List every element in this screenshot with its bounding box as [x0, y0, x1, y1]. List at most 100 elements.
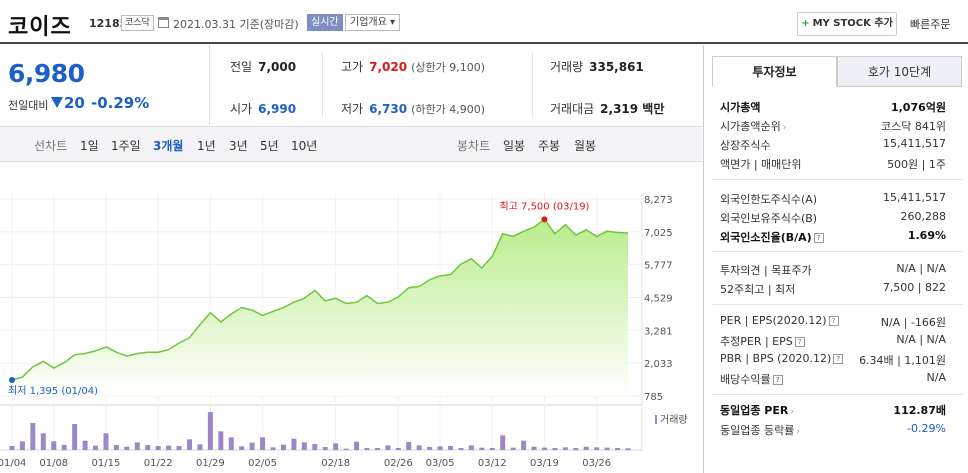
- tab-order-book[interactable]: 호가 10단계: [837, 56, 962, 87]
- volume-legend: 거래량: [660, 414, 688, 426]
- help-icon[interactable]: ?: [828, 316, 839, 326]
- volume-bar: [260, 437, 266, 450]
- tab-5y[interactable]: 5년: [260, 139, 279, 153]
- stat-open: 시가 6,990: [230, 102, 297, 116]
- stock-name: 코이즈: [8, 15, 72, 40]
- tab-monthly-candle[interactable]: 월봉: [574, 139, 597, 153]
- volume-bar: [406, 442, 412, 450]
- calendar-icon: [158, 17, 169, 28]
- volume-bar: [573, 448, 579, 450]
- volume-bar: [291, 438, 297, 450]
- tab-3y[interactable]: 3년: [229, 139, 248, 153]
- volume-bar: [322, 447, 328, 450]
- candle-chart-label: 봉차트: [457, 139, 491, 153]
- market-badge: 코스닥: [121, 15, 154, 31]
- foreign-ratio-row: 외국인소진율(B/A)? 1.69%: [720, 229, 946, 244]
- low-label: 최저 1,395 (01/04): [8, 385, 98, 397]
- tab-weekly-candle[interactable]: 주봉: [538, 139, 561, 153]
- volume-bar: [562, 447, 568, 450]
- price-stats: 전일 7,000 고가 7,020 (상한가 9,100) 거래량 335,861 시가…: [210, 45, 702, 125]
- per-eps-row: PER | EPS(2020.12)? N/A | -166원: [720, 314, 946, 329]
- tab-10y[interactable]: 10년: [291, 139, 318, 153]
- x-tick-label: 03/26: [582, 458, 611, 469]
- change-percent: -0.29%: [91, 94, 150, 112]
- x-tick-label: 01/04: [0, 458, 26, 469]
- x-tick-label: 01/15: [92, 458, 121, 469]
- shares-row: 상장주식수 15,411,517: [720, 137, 946, 152]
- volume-bar: [625, 448, 631, 450]
- stat-high: 고가 7,020 (상한가 9,100): [341, 60, 485, 74]
- help-icon[interactable]: ?: [794, 337, 805, 347]
- y-tick-label: 7,025: [644, 228, 673, 239]
- x-tick-label: 03/19: [530, 458, 559, 469]
- volume-bar: [312, 444, 318, 450]
- volume-bar: [416, 445, 422, 450]
- stat-low: 저가 6,730 (하한가 4,900): [341, 102, 485, 116]
- volume-bar: [166, 445, 172, 450]
- volume-bar: [364, 448, 370, 450]
- y-tick-label: 8,273: [644, 195, 673, 206]
- as-of-date: 2021.03.31 기준(장마감): [173, 18, 299, 31]
- tab-3m[interactable]: 3개월: [153, 139, 184, 153]
- tab-1d[interactable]: 1일: [80, 139, 99, 153]
- divider: [712, 304, 963, 305]
- divider: [712, 251, 963, 252]
- face-value-row: 액면가 | 매매단위 500원 | 1주: [720, 158, 946, 171]
- volume-bar: [615, 448, 621, 450]
- high-label: 최고 7,500 (03/19): [499, 200, 589, 212]
- divider: [322, 53, 323, 117]
- volume-bar: [249, 442, 255, 450]
- chevron-right-icon: ›: [782, 123, 787, 133]
- volume-bar: [343, 448, 349, 450]
- volume-bar: [280, 444, 286, 450]
- price-chart[interactable]: 8,273 7,025 5,777 4,529 3,281 2,033 785 01/04 01…: [0, 163, 702, 473]
- quick-order-link[interactable]: 빠른주문: [910, 18, 951, 31]
- volume-bar: [510, 447, 516, 450]
- volume-bar: [531, 446, 537, 450]
- volume-legend-swatch: [655, 415, 657, 424]
- x-tick-label: 02/18: [321, 458, 350, 469]
- volume-bar: [113, 445, 119, 450]
- chart-period-tabs: 선차트 1일 1주일 3개월 1년 3년 5년 10년 봉차트 일봉 주봉 월봉: [0, 126, 702, 162]
- volume-bar: [30, 423, 36, 450]
- volume-bar: [9, 446, 15, 450]
- stock-header: 코이즈 121850 코스닥 2021.03.31 기준(장마감) 실시간 기업…: [0, 0, 968, 44]
- volume-bar: [374, 448, 380, 450]
- volume-bar: [427, 447, 433, 450]
- volume-bar: [218, 431, 224, 450]
- volume-bar: [552, 448, 558, 450]
- chevron-down-icon: ▾: [390, 17, 396, 28]
- market-cap-row: 시가총액 1,076억원: [720, 101, 946, 114]
- foreign-limit-row: 외국인한도주식수(A) 15,411,517: [720, 191, 946, 206]
- tab-1w[interactable]: 1주일: [111, 139, 141, 153]
- volume-bar: [239, 446, 245, 450]
- company-summary-dropdown[interactable]: 기업개요 ▾: [345, 14, 401, 31]
- low-point: [9, 376, 15, 383]
- volume-bar: [103, 433, 109, 450]
- help-icon[interactable]: ?: [833, 354, 844, 364]
- tab-1y[interactable]: 1년: [197, 139, 216, 153]
- volume-bar: [134, 442, 140, 450]
- volume-bar: [468, 445, 474, 450]
- realtime-button[interactable]: 실시간: [307, 14, 343, 31]
- stat-amount: 거래대금 2,319 백만: [550, 102, 665, 116]
- volume-bar: [333, 443, 339, 450]
- volume-bar: [448, 446, 454, 450]
- volume-bar: [500, 435, 506, 450]
- volume-bar: [19, 441, 25, 450]
- volume-bar: [354, 441, 360, 450]
- y-tick-label: 3,281: [644, 326, 673, 337]
- tab-investment-info[interactable]: 투자정보: [712, 56, 837, 87]
- volume-bar: [604, 447, 610, 450]
- add-my-stock-button[interactable]: + MY STOCK 추가: [797, 12, 897, 36]
- change-value: 20: [64, 94, 85, 112]
- y-tick-label: 5,777: [644, 261, 673, 272]
- help-icon[interactable]: ?: [772, 375, 783, 385]
- help-icon[interactable]: ?: [813, 233, 824, 243]
- volume-bar: [197, 444, 203, 450]
- volume-bar: [145, 445, 151, 450]
- tab-daily-candle[interactable]: 일봉: [503, 139, 526, 153]
- y-tick-label: 785: [644, 392, 663, 403]
- volume-bar: [479, 447, 485, 450]
- x-tick-label: 01/29: [196, 458, 225, 469]
